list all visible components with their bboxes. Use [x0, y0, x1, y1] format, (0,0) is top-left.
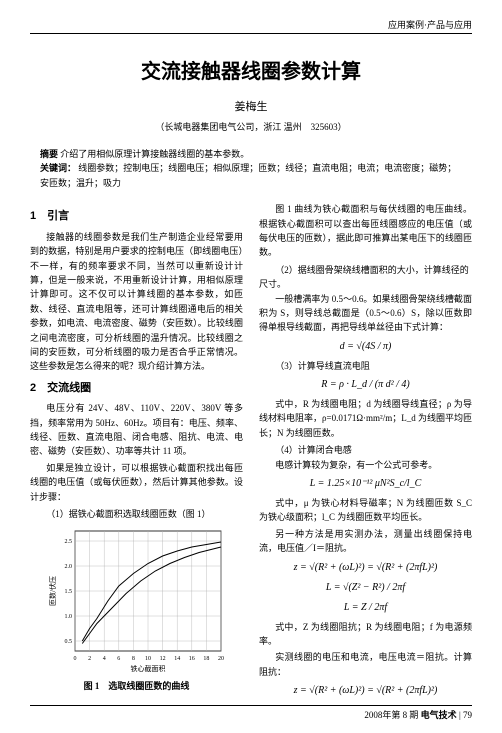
left-column: 1 引言 接触器的线圈参数是我们生产制造企业经常要用到的数据，特别是用户要求的控… [30, 202, 243, 703]
section2-heading: 2 交流线圈 [30, 380, 243, 398]
svg-text:18: 18 [203, 656, 209, 662]
svg-text:2: 2 [88, 656, 91, 662]
figure-1-chart: 0 2 4 6 8 10 12 14 16 18 20 0.5 1.0 1.5 2.0 2.5 铁心截面积 匝数/… [47, 525, 227, 675]
footer: 2008年第 8 期 电气技术 | 79 [30, 705, 472, 721]
keywords-label: 关键词： [40, 163, 76, 173]
section2-sub1: （1）据铁心截面积选取线圈匝数（图 1） [30, 507, 243, 521]
section2-p1: 电压分有 24V、48V、110V、220V、380V 等多挡，频率常用为 50… [30, 401, 243, 459]
footer-journal: 电气技术 [421, 710, 457, 720]
col2-p6: 另一种方法是用实测办法，测量出线圈保持电流，电压值／I＝阻抗。 [259, 527, 472, 556]
col2-sub3: （3）计算导线直流电阻 [259, 359, 472, 373]
abstract-text: 介绍了用相似原理计算接触器线圈的基本参数。 [60, 149, 249, 159]
formula-1: d = √(4S / π) [259, 339, 472, 355]
keywords-text: 线圈参数；控制电压；线圈电压；相似原理；匝数；线径；直流电阻；电流；电流密度；磁… [40, 163, 456, 187]
col2-sub4: （4）计算闭合电感 [259, 443, 472, 457]
col2-p7: 式中，Z 为线圈阻抗；R 为线圈电阻；f 为电源频率。 [259, 620, 472, 649]
col2-p5: 式中，μ 为铁心材料导磁率；N 为线圈匝数 S_C 为铁心级面积；l_C 为线圈… [259, 496, 472, 525]
col2-p2: 一般槽满率为 0.5～0.6。如果线圈骨架绕线槽截面积为 S，则导线总截面是（0… [259, 292, 472, 335]
section1-p1: 接触器的线圈参数是我们生产制造企业经常要用到的数据，特别是用户要求的控制电压（即… [30, 230, 243, 374]
abstract-block: 摘要 介绍了用相似原理计算接触器线圈的基本参数。 关键词： 线圈参数；控制电压；… [30, 147, 472, 190]
formula-6: L = Z / 2πf [259, 600, 472, 616]
abstract-label: 摘要 [40, 149, 58, 159]
svg-text:2.0: 2.0 [64, 564, 72, 570]
svg-text:10: 10 [145, 656, 151, 662]
affiliation: （长城电器集团电气公司，浙江 温州 325603） [30, 120, 472, 133]
col2-sub2: （2）据线圈骨架绕线槽面积的大小，计算线径的尺寸。 [259, 263, 472, 292]
svg-text:0.5: 0.5 [64, 639, 72, 645]
figure-1-caption: 图 1 选取线圈匝数的曲线 [30, 679, 243, 693]
svg-text:2.5: 2.5 [64, 539, 72, 545]
body-columns: 1 引言 接触器的线圈参数是我们生产制造企业经常要用到的数据，特别是用户要求的控… [30, 202, 472, 703]
author: 姜梅生 [30, 98, 472, 114]
svg-text:8: 8 [131, 656, 134, 662]
svg-text:20: 20 [218, 656, 224, 662]
formula-4: z = √(R² + (ωL)²) = √(R² + (2πfL)²) [259, 560, 472, 576]
col2-p3: 式中，R 为线圈电阻；d 为线圈导线直径；ρ 为导线材料电阻率，ρ=0.0171… [259, 397, 472, 440]
footer-page: 79 [463, 710, 472, 720]
footer-issue: 2008年第 8 期 [364, 710, 418, 720]
formula-7: z = √(R² + (ωL)²) = √(R² + (2πfL)²) [259, 683, 472, 699]
svg-text:4: 4 [102, 656, 105, 662]
keywords-line: 关键词： 线圈参数；控制电压；线圈电压；相似原理；匝数；线径；直流电阻；电流；电… [40, 161, 462, 190]
section2-p2: 如果是独立设计，可以根据铁心截面积找出每匝线圈的电压值（或每伏匝数），然后计算其… [30, 461, 243, 504]
svg-text:6: 6 [117, 656, 120, 662]
formula-5: L = √(Z² − R²) / 2πf [259, 580, 472, 596]
svg-text:1.0: 1.0 [64, 614, 72, 620]
chart-svg: 0 2 4 6 8 10 12 14 16 18 20 0.5 1.0 1.5 2.0 2.5 铁心截面积 匝数/… [47, 525, 227, 675]
header-category: 应用案例·产品与应用 [30, 18, 472, 34]
svg-text:14: 14 [174, 656, 180, 662]
section1-heading: 1 引言 [30, 208, 243, 226]
svg-text:0: 0 [73, 656, 76, 662]
svg-text:铁心截面积: 铁心截面积 [130, 664, 165, 673]
svg-text:1.5: 1.5 [64, 589, 72, 595]
abstract-line: 摘要 介绍了用相似原理计算接触器线圈的基本参数。 [40, 147, 462, 161]
svg-text:匝数/伏压: 匝数/伏压 [48, 576, 57, 606]
svg-text:12: 12 [159, 656, 165, 662]
col2-p8: 实测线圈的电压和电流，电压电流＝阻抗。计算阻抗： [259, 650, 472, 679]
right-column: 图 1 曲线为铁心截面积与每伏线圈的电压曲线。根据铁心截面积可以查出每匝线圈感应… [259, 202, 472, 703]
col2-p4: 电感计算较为复杂，有一个公式可参考。 [259, 458, 472, 472]
col2-p1: 图 1 曲线为铁心截面积与每伏线圈的电压曲线。根据铁心截面积可以查出每匝线圈感应… [259, 202, 472, 260]
svg-text:16: 16 [188, 656, 194, 662]
article-title: 交流接触器线圈参数计算 [30, 55, 472, 84]
formula-3: L = 1.25×10⁻¹² μN²S_c/l_C [259, 476, 472, 492]
formula-2: R = ρ · L_d / (π d² / 4) [259, 377, 472, 393]
